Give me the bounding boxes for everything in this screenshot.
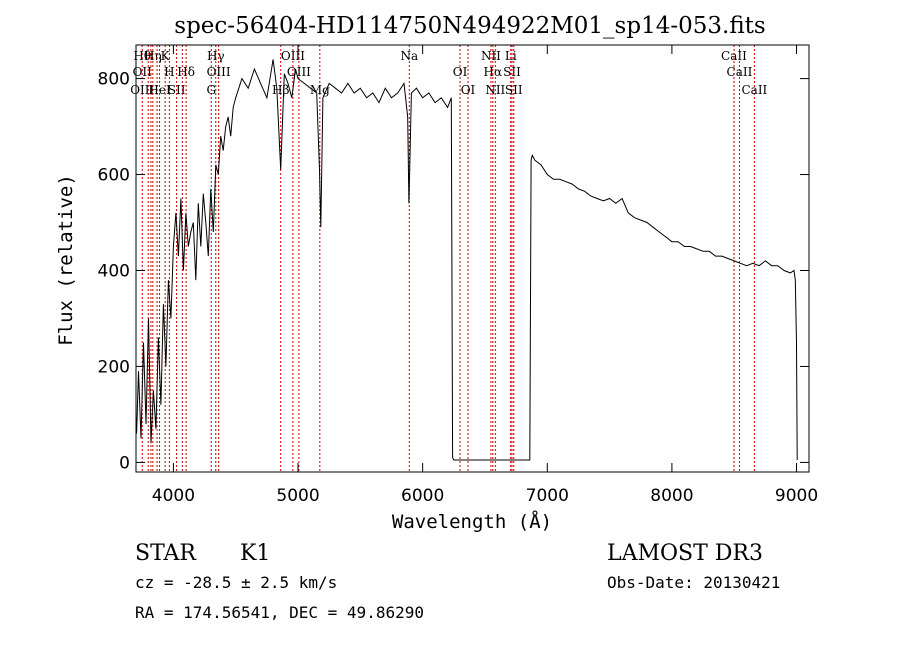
x-tick-label: 5000 [276,486,319,506]
survey-name: LAMOST DR3 [607,541,763,566]
spectrum-line [136,59,798,461]
spectral-line-label: CaII [727,65,753,79]
x-tick-label: 4000 [152,486,195,506]
spectral-line-label: SII [168,83,186,97]
y-tick-label: 200 [98,357,130,377]
spectral-line-label: OI [453,65,468,79]
redshift-text: cz = -28.5 ± 2.5 km/s [135,573,337,592]
coordinates-text: RA = 174.56541, DEC = 49.86290 [135,603,424,622]
spectral-line-label: Hη [144,49,162,63]
spectral-line-label: G [206,83,216,97]
x-axis-label: Wavelength (Å) [392,510,552,533]
axis-ticks: 4000 5000 6000 7000 8000 9000 0 200 400 600 800 [98,45,818,506]
y-axis-label: Flux (relative) [55,174,77,346]
y-tick-label: 600 [98,166,130,186]
object-subclass: K1 [240,541,270,566]
y-tick-label: 0 [119,453,130,473]
object-class: STAR [135,541,197,566]
spectral-line-label: OI [461,83,476,97]
spectral-line-label: OII [133,65,153,79]
spectral-line-markers: HθOIIOIIIHηHeIKHSIIHδGHγOIIIHβOIIIOIIIMg… [130,45,768,472]
spectral-line-label: CaII [721,49,747,63]
spectral-line-label: OIII [281,49,305,63]
x-tick-label: 8000 [650,486,693,506]
chart-title: spec-56404-HD114750N494922M01_sp14-053.f… [174,13,765,39]
spectral-line-label: Hθ [133,49,151,63]
y-tick-label: 800 [98,70,130,90]
spectral-line-label: Na [400,49,418,63]
spectral-line-label: K [161,49,171,63]
spectral-line-label: Hα [484,65,503,79]
spectral-line-label: NII [485,83,505,97]
x-tick-label: 9000 [775,486,818,506]
plot-frame [135,44,810,473]
spectral-line-label: Hδ [177,65,195,79]
spectral-line-label: Hγ [207,49,225,63]
spectral-line-label: Hβ [272,83,289,97]
y-tick-label: 400 [98,261,130,281]
spectral-line-label: OIII [207,65,231,79]
spectral-line-label: OIII [287,65,311,79]
spectral-line-label: CaII [741,83,767,97]
x-tick-label: 6000 [401,486,444,506]
spectral-line-label: H [164,65,174,79]
obs-date: Obs-Date: 20130421 [607,573,780,592]
spectral-line-label: SII [505,83,523,97]
x-tick-label: 7000 [526,486,569,506]
spectral-line-label: Li [505,49,517,63]
spectral-line-label: SII [503,65,521,79]
spectral-line-label: NII [481,49,501,63]
